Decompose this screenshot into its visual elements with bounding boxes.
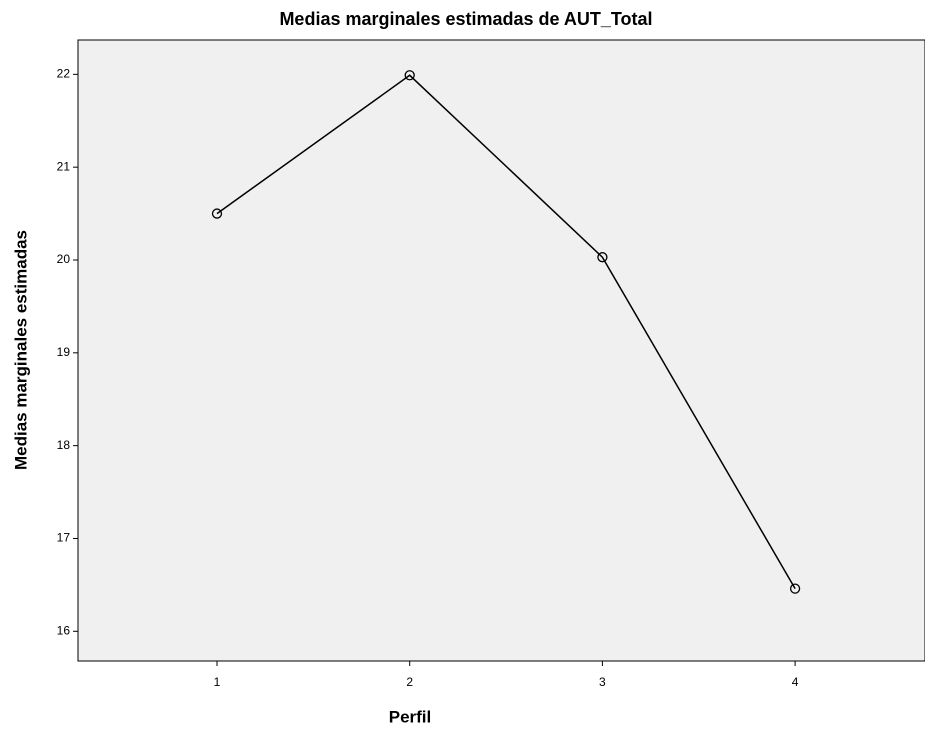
y-tick-label: 22 (57, 67, 71, 81)
y-tick-label: 17 (57, 531, 71, 545)
plot-area (77, 39, 925, 662)
x-tick-label: 1 (214, 675, 221, 689)
y-tick-label: 21 (57, 159, 71, 173)
y-tick-label: 20 (57, 252, 71, 266)
point (211, 208, 223, 219)
x-tick-label: 2 (406, 675, 413, 689)
point (789, 583, 801, 594)
x-tick-label: 3 (599, 675, 606, 689)
point (404, 70, 415, 81)
x-axis-label: Perfil (389, 707, 432, 726)
line (216, 74, 796, 589)
y-tick-label: 16 (57, 623, 71, 637)
y-tick-label: 18 (57, 438, 71, 452)
y-tick-label: 19 (57, 345, 71, 359)
y-axis-label: Medias marginales estimadas (11, 230, 30, 470)
chart-title: Medias marginales estimadas de AUT_Total (279, 9, 652, 29)
x-tick-label: 4 (792, 675, 799, 689)
point (597, 252, 608, 263)
